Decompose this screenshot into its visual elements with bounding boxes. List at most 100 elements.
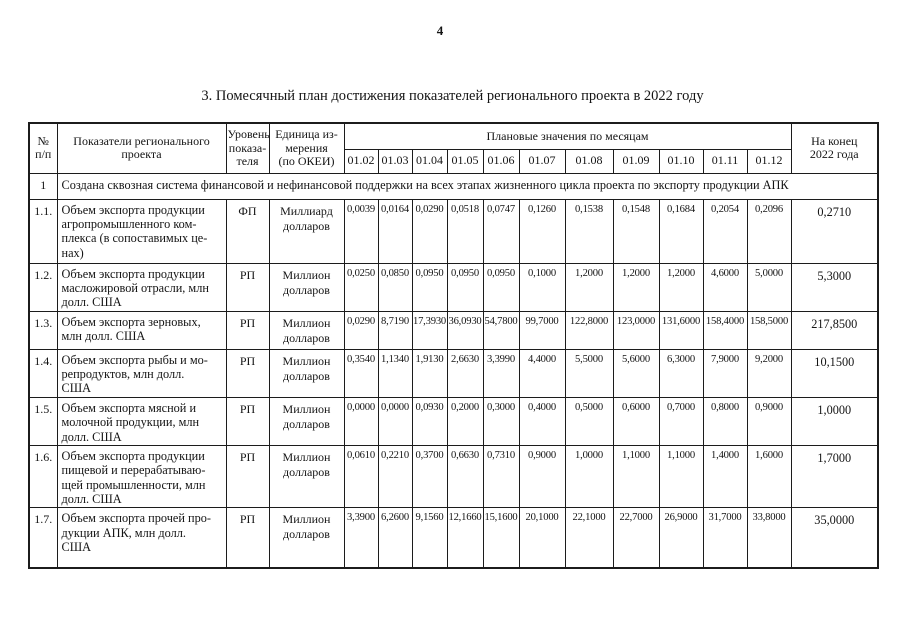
monthly-plan-table: № п/п Показатели регионального проекта У… [28,122,880,569]
row-month-value: 1,0000 [564,444,614,509]
row-number: 1.4. [28,348,58,398]
row-month-value: 1,2000 [564,262,614,312]
header-month: 01.11 [702,148,748,174]
row-unit: Миллион долларов [268,396,345,446]
row-month-value: 0,6630 [446,444,484,509]
table-header: № п/п Показатели регионального проекта У… [28,122,879,174]
row-month-value: 1,1000 [658,444,704,509]
row-indicator: Объем экспорта прочей про- дукции АПК, м… [56,507,227,569]
section-text: Создана сквозная система финансовой и не… [56,172,879,200]
row-level: РП [225,310,270,350]
row-month-value: 0,1538 [564,198,614,264]
row-month-value: 0,1000 [518,262,566,312]
row-month-value: 2,6630 [446,348,484,398]
row-month-value: 31,7000 [702,507,748,569]
row-month-value: 36,0930 [446,310,484,350]
section-row: 1 Создана сквозная система финансовой и н… [28,172,879,200]
row-month-value: 0,2054 [702,198,748,264]
row-indicator: Объем экспорта зерновых, млн долл. США [56,310,227,350]
row-number: 1.1. [28,198,58,264]
row-level: РП [225,507,270,569]
header-level: Уровень показа- теля [225,122,270,174]
row-indicator: Объем экспорта мясной и молочной продукц… [56,396,227,446]
row-year-end: 0,2710 [790,198,879,264]
row-number: 1 [28,172,58,200]
row-month-value: 0,0950 [446,262,484,312]
row-month-value: 5,5000 [564,348,614,398]
row-month-value: 0,9000 [518,444,566,509]
row-month-value: 5,0000 [746,262,792,312]
row-month-value: 3,3900 [343,507,379,569]
row-month-value: 8,7190 [377,310,413,350]
row-month-value: 1,1340 [377,348,413,398]
row-month-value: 0,8000 [702,396,748,446]
row-month-value: 7,9000 [702,348,748,398]
row-level: РП [225,444,270,509]
row-month-value: 0,7000 [658,396,704,446]
row-number: 1.7. [28,507,58,569]
row-month-value: 0,5000 [564,396,614,446]
row-month-value: 0,0164 [377,198,413,264]
row-month-value: 0,0950 [411,262,448,312]
table-row: 1.4. Объем экспорта рыбы и мо- репродукто… [28,348,879,398]
row-month-value: 4,4000 [518,348,566,398]
row-month-value: 0,2000 [446,396,484,446]
row-month-value: 0,3700 [411,444,448,509]
row-indicator: Объем экспорта продукции масложировой от… [56,262,227,312]
row-month-value: 1,9130 [411,348,448,398]
row-month-value: 6,3000 [658,348,704,398]
header-month: 01.04 [411,148,448,174]
table-row: 1.2. Объем экспорта продукции масложирово… [28,262,879,312]
row-month-value: 54,7800 [482,310,520,350]
table-row: 1.3. Объем экспорта зерновых, млн долл. С… [28,310,879,350]
row-month-value: 9,2000 [746,348,792,398]
table-row: 1.1. Объем экспорта продукции агропромышл… [28,198,879,264]
header-indicator: Показатели регионального проекта [56,122,227,174]
row-number: 1.6. [28,444,58,509]
row-unit: Миллиард долларов [268,198,345,264]
row-month-value: 0,3540 [343,348,379,398]
row-month-value: 26,9000 [658,507,704,569]
row-month-value: 12,1660 [446,507,484,569]
row-month-value: 20,1000 [518,507,566,569]
row-unit: Миллион долларов [268,348,345,398]
row-month-value: 99,7000 [518,310,566,350]
row-indicator: Объем экспорта рыбы и мо- репродуктов, м… [56,348,227,398]
row-month-value: 1,4000 [702,444,748,509]
row-level: РП [225,396,270,446]
row-month-value: 9,1560 [411,507,448,569]
row-month-value: 22,1000 [564,507,614,569]
row-month-value: 0,0747 [482,198,520,264]
table-body: 1 Создана сквозная система финансовой и н… [28,172,879,569]
row-year-end: 217,8500 [790,310,879,350]
row-month-value: 0,6000 [612,396,660,446]
page-number: 4 [436,23,444,38]
row-month-value: 0,0930 [411,396,448,446]
row-month-value: 33,8000 [746,507,792,569]
row-unit: Миллион долларов [268,507,345,569]
row-month-value: 0,0250 [343,262,379,312]
row-month-value: 0,0000 [377,396,413,446]
row-year-end: 1,0000 [790,396,879,446]
row-month-value: 0,0290 [411,198,448,264]
row-month-value: 0,9000 [746,396,792,446]
row-number: 1.3. [28,310,58,350]
row-unit: Миллион долларов [268,310,345,350]
header-month: 01.12 [746,148,792,174]
row-month-value: 1,1000 [612,444,660,509]
header-month: 01.07 [518,148,566,174]
row-month-value: 1,2000 [612,262,660,312]
row-month-value: 0,2210 [377,444,413,509]
row-month-value: 0,0290 [343,310,379,350]
header-num: № п/п [28,122,58,174]
row-month-value: 0,0039 [343,198,379,264]
row-month-value: 0,2096 [746,198,792,264]
header-months-row: 01.02 01.03 01.04 01.05 01.06 01.07 01.08 01.09… [29,148,878,174]
row-month-value: 22,7000 [612,507,660,569]
table-row: 1.5. Объем экспорта мясной и молочной про… [28,396,879,446]
row-month-value: 123,0000 [612,310,660,350]
row-month-value: 0,4000 [518,396,566,446]
row-month-value: 17,3930 [411,310,448,350]
row-year-end: 5,3000 [790,262,879,312]
row-month-value: 4,6000 [702,262,748,312]
